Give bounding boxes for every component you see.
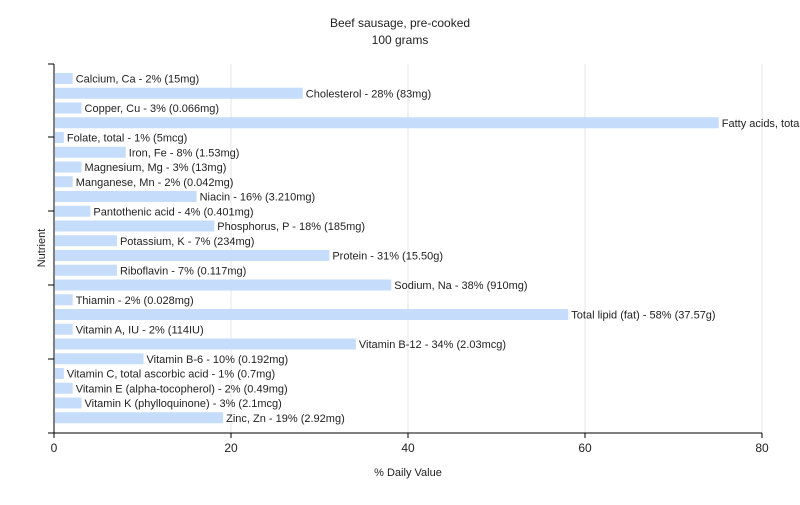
bar-16 <box>55 309 569 320</box>
bar-3 <box>55 117 719 129</box>
bar-label-4: Folate, total - 1% (5mcg) <box>67 133 187 145</box>
bar-20 <box>55 368 64 379</box>
bar-6 <box>55 161 82 173</box>
chart-subtitle: 100 grams <box>372 33 429 47</box>
x-tick-label-60: 60 <box>578 441 592 455</box>
bar-17 <box>55 323 73 335</box>
bar-label-14: Sodium, Na - 38% (910mg) <box>394 280 527 292</box>
bar-label-11: Potassium, K - 7% (234mg) <box>120 236 255 248</box>
bar-7 <box>55 176 73 188</box>
bar-22 <box>55 397 82 409</box>
bar-21 <box>55 382 73 394</box>
x-tick-label-80: 80 <box>755 441 769 455</box>
bar-label-22: Vitamin K (phylloquinone) - 3% (2.1mcg) <box>85 398 282 410</box>
bar-label-0: Calcium, Ca - 2% (15mg) <box>76 74 199 86</box>
bar-label-16: Total lipid (fat) - 58% (37.57g) <box>571 310 715 322</box>
bar-label-12: Protein - 31% (15.50g) <box>332 251 443 263</box>
x-tick-label-0: 0 <box>51 441 58 455</box>
bar-label-17: Vitamin A, IU - 2% (114IU) <box>76 324 204 336</box>
bar-label-10: Phosphorus, P - 18% (185mg) <box>217 221 365 233</box>
bar-label-7: Manganese, Mn - 2% (0.042mg) <box>76 177 234 189</box>
bar-4 <box>55 132 64 143</box>
bar-12 <box>55 250 330 261</box>
axes: 0 20 40 60 80 <box>48 63 769 455</box>
bar-1 <box>55 87 303 99</box>
bar-label-19: Vitamin B-6 - 10% (0.192mg) <box>147 354 289 366</box>
bar-label-3: Fatty acids, total saturated - 75% (15.0… <box>722 118 800 130</box>
bar-label-9: Pantothenic acid - 4% (0.401mg) <box>93 206 253 218</box>
y-axis-title: Nutrient <box>36 229 48 268</box>
x-axis-title: % Daily Value <box>374 467 442 479</box>
bar-13 <box>55 264 117 276</box>
bar-label-18: Vitamin B-12 - 34% (2.03mcg) <box>359 339 506 351</box>
bar-label-21: Vitamin E (alpha-tocopherol) - 2% (0.49m… <box>76 383 288 395</box>
bar-10 <box>55 220 215 232</box>
bar-14 <box>55 279 392 291</box>
bar-11 <box>55 235 117 247</box>
bar-label-2: Copper, Cu - 3% (0.066mg) <box>85 103 220 115</box>
bar-label-1: Cholesterol - 28% (83mg) <box>306 88 431 100</box>
x-tick-label-20: 20 <box>224 441 238 455</box>
bar-5 <box>55 146 126 158</box>
x-tick-label-40: 40 <box>401 441 415 455</box>
bar-label-5: Iron, Fe - 8% (1.53mg) <box>129 147 240 159</box>
bar-15 <box>55 294 73 306</box>
bar-label-13: Riboflavin - 7% (0.117mg) <box>120 265 246 277</box>
bar-23 <box>55 412 224 424</box>
bar-18 <box>55 338 356 350</box>
bar-label-8: Niacin - 16% (3.210mg) <box>200 192 316 204</box>
bars: Calcium, Ca - 2% (15mg) Cholesterol - 28%… <box>55 73 800 425</box>
bar-9 <box>55 205 91 217</box>
chart-title: Beef sausage, pre-cooked <box>330 16 470 30</box>
bar-label-15: Thiamin - 2% (0.028mg) <box>76 295 194 307</box>
bar-label-23: Zinc, Zn - 19% (2.92mg) <box>226 413 345 425</box>
bar-0 <box>55 73 73 84</box>
bar-label-6: Magnesium, Mg - 3% (13mg) <box>85 162 227 174</box>
bar-2 <box>55 102 82 114</box>
bar-label-20: Vitamin C, total ascorbic acid - 1% (0.7… <box>67 369 275 381</box>
bar-8 <box>55 191 197 202</box>
bar-19 <box>55 353 144 365</box>
